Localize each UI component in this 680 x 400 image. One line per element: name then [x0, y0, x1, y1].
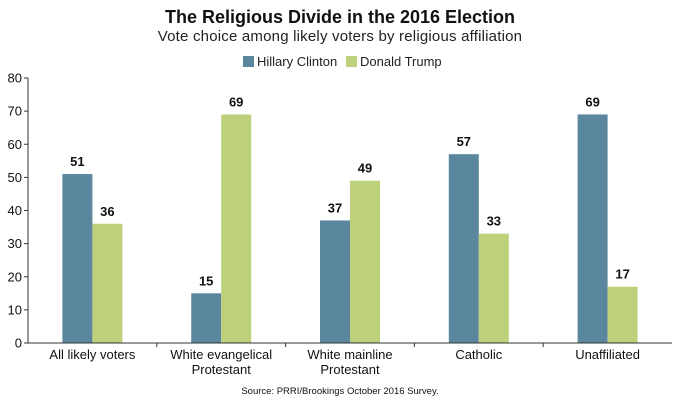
bar-trump — [221, 114, 252, 343]
bar-clinton — [448, 154, 479, 343]
y-axis: 0 10 20 30 40 50 60 70 80 — [8, 71, 29, 351]
legend-label-clinton: Hillary Clinton — [257, 54, 337, 69]
y-tick-label: 0 — [15, 336, 22, 351]
bar-clinton — [62, 174, 93, 343]
legend-label-trump: Donald Trump — [360, 54, 442, 69]
bar-value-label: 51 — [70, 154, 84, 169]
bar-value-label: 49 — [358, 161, 372, 176]
x-category-label: White mainline — [307, 347, 392, 362]
y-tick-label: 20 — [8, 269, 22, 284]
x-category-label: Protestant — [192, 362, 252, 377]
bar-clinton — [320, 220, 350, 343]
legend-swatch-clinton — [243, 56, 254, 67]
y-tick-label: 70 — [8, 104, 22, 119]
y-tick-label: 50 — [8, 170, 22, 185]
y-tick-label: 80 — [8, 71, 22, 86]
chart-source: Source: PRRI/Brookings October 2016 Surv… — [241, 386, 438, 397]
y-tick-label: 30 — [8, 236, 22, 251]
bar-value-label: 33 — [487, 214, 501, 229]
bar-trump — [478, 233, 509, 343]
data-labels: 51 36 15 69 37 49 57 33 69 17 — [70, 94, 630, 288]
bar-trump — [607, 286, 638, 343]
x-axis: All likely voters White evangelicalProtes… — [28, 342, 672, 377]
bars — [62, 114, 638, 343]
y-tick-label: 10 — [8, 302, 22, 317]
bar-value-label: 69 — [229, 94, 243, 109]
bar-value-label: 69 — [585, 94, 599, 109]
legend: Hillary Clinton Donald Trump — [243, 54, 442, 69]
bar-value-label: 15 — [199, 273, 213, 288]
x-category-label: Catholic — [455, 347, 502, 362]
x-category-label: Protestant — [320, 362, 380, 377]
y-tick-label: 60 — [8, 137, 22, 152]
x-category-label: All likely voters — [49, 347, 135, 362]
legend-swatch-trump — [346, 56, 357, 67]
chart-subtitle: Vote choice among likely voters by relig… — [158, 28, 522, 45]
x-category-label: White evangelical — [170, 347, 272, 362]
bar-value-label: 37 — [328, 200, 342, 215]
bar-value-label: 17 — [615, 267, 629, 282]
chart-title: The Religious Divide in the 2016 Electio… — [165, 7, 515, 27]
bar-trump — [350, 180, 380, 343]
y-tick-label: 40 — [8, 203, 22, 218]
bar-clinton — [191, 293, 222, 343]
bar-trump — [92, 223, 123, 343]
bar-value-label: 36 — [100, 204, 114, 219]
bar-value-label: 57 — [457, 134, 471, 149]
x-category-label: Unaffiliated — [575, 347, 640, 362]
bar-clinton — [577, 114, 608, 343]
